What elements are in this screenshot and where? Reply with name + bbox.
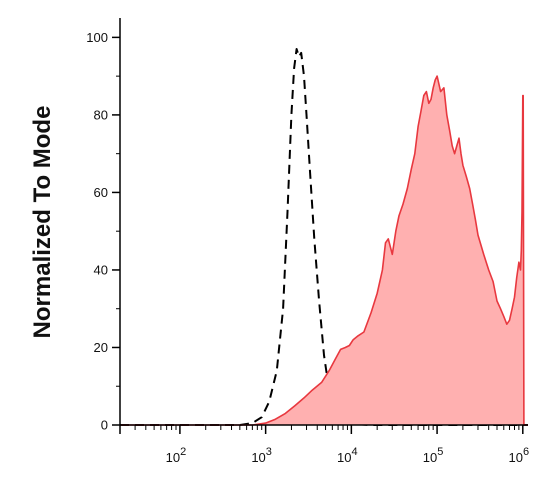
y-tick-label: 100 (86, 30, 108, 45)
y-axis-label: Normalized To Mode (29, 106, 56, 339)
tick-labels: 0 20 40 60 80 100 102 103 104 105 106 (86, 30, 529, 465)
y-tick-label: 20 (94, 340, 108, 355)
y-tick-label: 60 (94, 185, 108, 200)
stained-histogram-fill (120, 76, 528, 425)
stained-histogram-line (120, 75, 528, 426)
y-tick-label: 40 (94, 262, 108, 277)
x-tick-label: 103 (251, 446, 272, 465)
stained-histogram-layer (120, 75, 528, 426)
x-tick-label: 106 (509, 446, 530, 465)
y-tick-label: 0 (101, 418, 108, 433)
x-tick-label: 102 (166, 446, 187, 465)
y-tick-label: 80 (94, 107, 108, 122)
x-tick-label: 105 (423, 446, 444, 465)
axes (112, 18, 528, 434)
x-tick-label: 104 (337, 446, 358, 465)
